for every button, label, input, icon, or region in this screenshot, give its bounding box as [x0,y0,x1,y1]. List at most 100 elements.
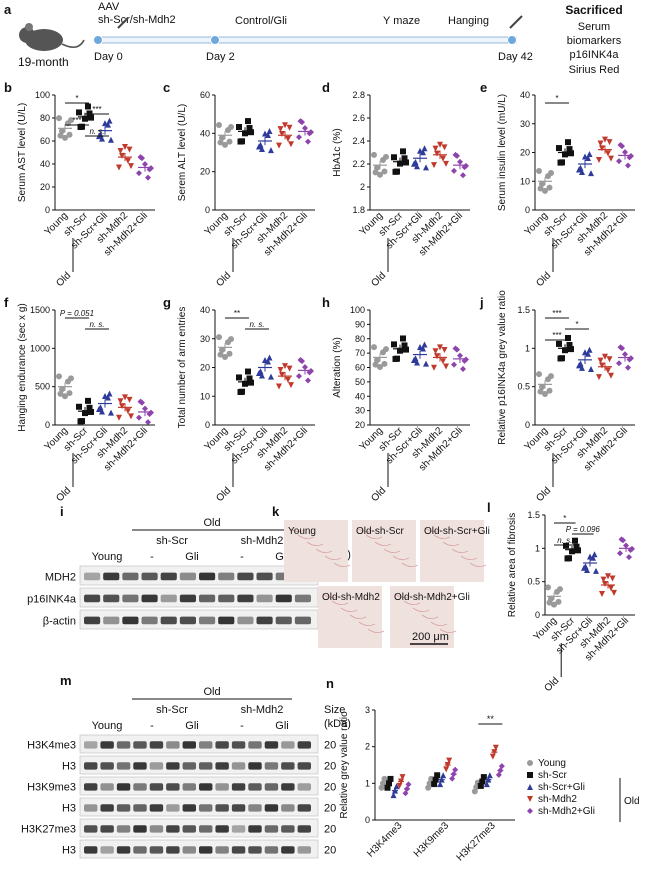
blot-band [237,572,254,581]
data-point [248,379,254,386]
data-point [586,346,593,353]
y-tick-label: 1 [535,543,540,553]
data-point [582,563,589,570]
data-point [236,374,242,381]
data-point [372,169,379,176]
data-point [480,774,487,781]
data-point [557,159,564,166]
data-point [579,168,585,175]
blot-band [133,762,147,770]
data-point [105,121,111,128]
histology-label: Old-sh-Scr [356,526,404,537]
y-tick-label: 0 [525,420,530,430]
data-point [372,361,379,368]
data-point [489,753,496,760]
mouse-head [19,27,35,43]
blot-band [133,825,147,833]
data-point [616,158,622,165]
data-point [277,126,284,133]
data-point [66,131,73,138]
data-point [617,142,624,149]
sig-label: *** [552,331,561,340]
y-tick-label: 100 [35,90,50,100]
data-point [285,136,291,143]
old-label: Old [624,796,640,807]
data-point [452,151,459,158]
blot-band [264,804,279,812]
panel-letter: b [4,80,12,95]
tissue-texture [315,548,333,553]
test-label: Y maze [383,15,420,27]
sig-label: *** [72,116,81,125]
size-header: Size [324,704,345,716]
tissue-texture [451,548,469,553]
data-point [599,362,605,369]
panel-letter: n [326,676,334,691]
tissue-texture [322,593,340,598]
data-point [591,551,598,558]
blot-band [297,783,311,791]
data-point [136,170,142,177]
data-point [137,398,144,405]
data-point [443,363,449,370]
blot-band [166,846,180,854]
data-point [585,154,591,161]
data-point [609,575,616,582]
tissue-texture [403,600,421,605]
y-tick-label: 20 [200,363,210,373]
data-point [219,347,225,354]
blot-band [218,572,235,581]
data-point [577,360,584,367]
data-point [486,772,493,779]
tissue-texture [430,621,448,626]
data-point [88,114,94,121]
data-point [117,147,124,154]
y-tick-label: 500 [35,382,50,392]
data-point [277,366,284,373]
blot-band [256,594,273,603]
data-point [551,601,557,608]
data-point [76,109,82,116]
data-point [248,129,254,136]
data-point [391,341,397,348]
blot-band [84,741,98,749]
tissue-texture [358,621,376,626]
data-point [285,376,291,383]
blot-band [182,825,196,833]
y-tick-label: 70 [355,348,365,358]
tissue-texture [288,527,306,532]
data-point [257,141,264,148]
sig-label: n. s. [89,320,104,329]
blot-band [179,616,196,625]
blot-row-label: H3K4me3 [27,740,76,752]
data-point [440,358,446,365]
data-point [59,127,65,134]
blot-band [218,594,235,603]
legend-entry: sh-Mdh2+Gli [538,806,595,817]
data-point [431,781,438,788]
tissue-texture [374,541,392,546]
blot-band [281,783,295,791]
data-point [245,368,251,375]
sig-label: * [575,320,578,329]
tissue-texture [394,593,412,598]
data-point [392,355,399,362]
blot-band [275,594,292,603]
data-point [305,377,311,384]
y-tick-label: 1500 [30,305,50,315]
histology-panel: k Young Old-sh-Scr Old-sh-Scr+Gli Old-sh-Mdh… [272,504,490,648]
mouse-tail [61,39,85,48]
data-point [599,145,605,152]
data-point [606,139,613,146]
readout: p16INK4a [570,49,620,61]
y-tick-label: 50 [355,377,365,387]
y-tick-label: 40 [200,128,210,138]
y-tick-label: 2.2 [352,159,365,169]
tissue-texture [340,607,358,612]
data-point [414,163,420,170]
data-point [377,364,383,371]
y-axis-title: Relative grey value ratio [339,711,350,819]
data-point [423,360,429,367]
